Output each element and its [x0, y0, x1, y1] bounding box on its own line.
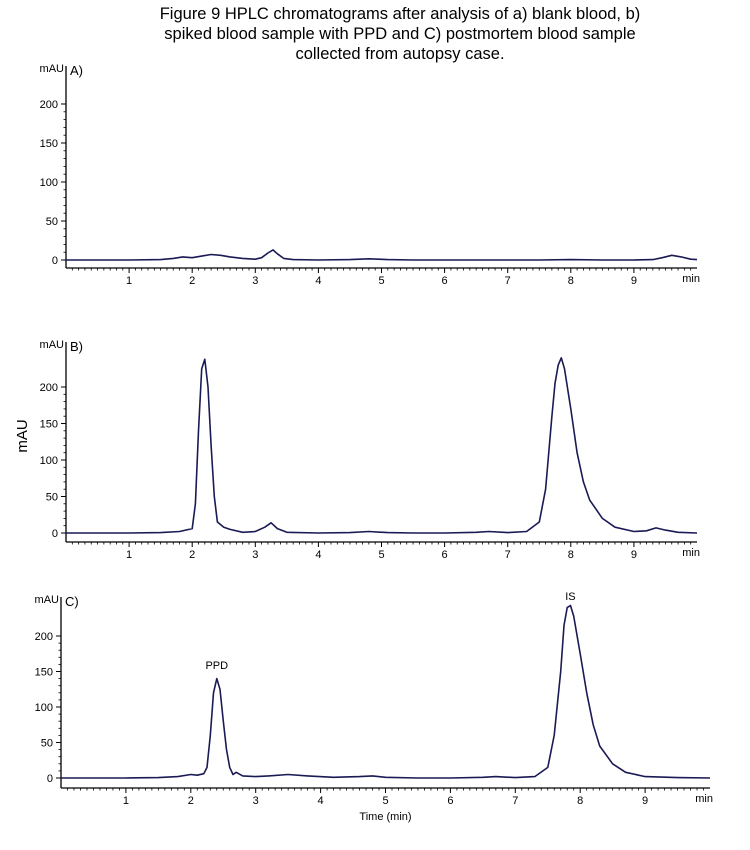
figure-title-line-1: Figure 9 HPLC chromatograms after analys…	[159, 5, 641, 23]
panel-1-x-tick-label: 6	[442, 275, 448, 287]
panel-3-y-tick-label: 150	[35, 667, 53, 679]
panel-2-y-tick-label: 150	[40, 419, 58, 431]
panel-3-annotation-is: IS	[565, 591, 575, 603]
panel-1-x-tick-label: 8	[568, 275, 574, 287]
panel-3-x-tick-label: 8	[577, 795, 583, 807]
panel-3-panel-label: C)	[65, 594, 79, 609]
panel-1-y-tick-label: 100	[40, 177, 58, 189]
panel-2-x-tick-label: 2	[189, 549, 195, 561]
panel-2-x-tick-label: 8	[568, 549, 574, 561]
panel-3-x-unit-label: min	[695, 793, 713, 805]
panel-2-x-tick-label: 4	[315, 549, 321, 561]
panel-1-x-tick-label: 4	[315, 275, 321, 287]
panel-3-x-tick-label: 5	[382, 795, 388, 807]
panel-2-x-tick-label: 9	[631, 549, 637, 561]
panel-2-y-tick-label: 100	[40, 455, 58, 467]
figure-title-line-3: collected from autopsy case.	[295, 45, 505, 63]
panel-3-x-tick-label: 1	[123, 795, 129, 807]
panel-1-x-tick-label: 1	[126, 275, 132, 287]
panel-2-y-unit-label: mAU	[40, 339, 65, 351]
panel-1-y-tick-label: 200	[40, 99, 58, 111]
panel-1-x-unit-label: min	[682, 273, 700, 285]
figure-title: Figure 9 HPLC chromatograms after analys…	[70, 4, 730, 64]
panel-1-x-tick-label: 9	[631, 275, 637, 287]
panel-3-x-axis-title: Time (min)	[359, 811, 411, 823]
panel-2-x-tick-label: 3	[252, 549, 258, 561]
figure-title-line-2: spiked blood sample with PPD and C) post…	[164, 25, 636, 43]
panel-3-x-tick-label: 3	[253, 795, 259, 807]
panel-3-y-tick-label: 100	[35, 702, 53, 714]
panel-3-x-tick-label: 7	[512, 795, 518, 807]
panel-1-y-tick-label: 0	[52, 255, 58, 267]
panel-2-y-tick-label: 200	[40, 382, 58, 394]
panel-1-panel-label: A)	[70, 63, 83, 78]
panel-3-x-tick-label: 2	[188, 795, 194, 807]
panel-3-y-tick-label: 200	[35, 631, 53, 643]
panel-1-x-tick-label: 2	[189, 275, 195, 287]
panel-1-x-tick-label: 5	[378, 275, 384, 287]
panel-2-series-line	[66, 357, 698, 534]
panel-1-series-line	[66, 249, 698, 261]
panel-2-y-tick-label: 50	[46, 492, 58, 504]
panel-1-y-tick-label: 150	[40, 138, 58, 150]
panel-1-x-tick-label: 7	[505, 275, 511, 287]
panel-3-x-tick-label: 4	[318, 795, 324, 807]
panel-3-y-tick-label: 0	[47, 773, 53, 785]
panel-3-series-line	[61, 604, 711, 779]
panel-3-x-tick-label: 9	[642, 795, 648, 807]
panel-2-x-tick-label: 1	[126, 549, 132, 561]
panel-3-x-tick-label: 6	[447, 795, 453, 807]
panel-1-x-tick-label: 3	[252, 275, 258, 287]
panel-2-x-tick-label: 7	[505, 549, 511, 561]
panel-3-y-tick-label: 50	[41, 738, 53, 750]
panel-1-y-tick-label: 50	[46, 216, 58, 228]
panel-2-x-tick-label: 6	[442, 549, 448, 561]
panel-3-y-unit-label: mAU	[35, 594, 60, 606]
panel-2-x-tick-label: 5	[378, 549, 384, 561]
panel-3-annotation-ppd: PPD	[205, 660, 228, 672]
panel-2-panel-label: B)	[70, 339, 83, 354]
panel-1-y-unit-label: mAU	[40, 63, 65, 75]
panel-2-y-tick-label: 0	[52, 528, 58, 540]
panel-2-x-unit-label: min	[682, 547, 700, 559]
